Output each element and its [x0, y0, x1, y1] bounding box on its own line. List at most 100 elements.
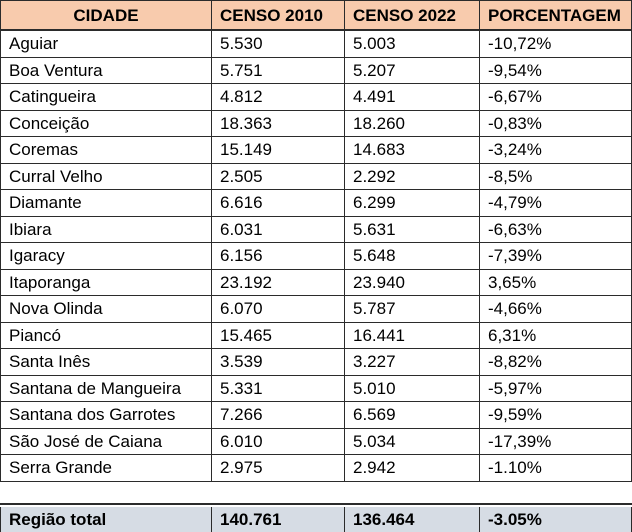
city-cell: Santana de Mangueira: [1, 375, 212, 401]
percent-cell: -9,59%: [488, 405, 542, 425]
censo-2022-cell: 5.787: [345, 296, 480, 322]
city-cell: Santa Inês: [1, 349, 212, 375]
percent-cell: -4,66%: [488, 299, 542, 319]
censo-2022-cell: 5.207: [345, 57, 480, 83]
table-row: Nova Olinda 6.070 5.787 -4,66%: [1, 296, 631, 323]
censo-2010-cell: 3.539: [212, 349, 345, 375]
censo-2010-cell: 4.812: [212, 84, 345, 110]
censo-2022-cell: 6.569: [345, 402, 480, 428]
percent-cell: -9,54%: [488, 60, 542, 80]
censo-2010-cell: 2.975: [212, 455, 345, 481]
censo-2022-cell: 2.292: [345, 163, 480, 189]
table-header-row: CIDADE CENSO 2010 CENSO 2022 PORCENTAGEM: [1, 1, 631, 31]
city-cell: Piancó: [1, 322, 212, 348]
censo-2010-cell: 2.505: [212, 163, 345, 189]
table-row: Ibiara 6.031 5.631 -6,63%: [1, 216, 631, 243]
percent-cell: -6,67%: [488, 87, 542, 107]
city-cell: Nova Olinda: [1, 296, 212, 322]
percent-cell: -17,39%: [488, 431, 552, 451]
table-row: Boa Ventura 5.751 5.207 -9,54%: [1, 57, 631, 84]
city-cell: Aguiar: [1, 31, 212, 57]
censo-2010-cell: 15.149: [212, 137, 345, 163]
censo-2022-cell: 5.003: [345, 31, 480, 57]
total-label-cell: Região total: [1, 506, 212, 532]
column-header-porcentagem: PORCENTAGEM: [488, 5, 621, 25]
censo-2022-cell: 5.631: [345, 216, 480, 242]
city-cell: Curral Velho: [1, 163, 212, 189]
table-row: Curral Velho 2.505 2.292 -8,5%: [1, 163, 631, 190]
censo-2010-cell: 5.530: [212, 31, 345, 57]
censo-2022-cell: 3.227: [345, 349, 480, 375]
table-row: Piancó 15.465 16.441 6,31%: [1, 322, 631, 349]
total-top-border: [0, 502, 632, 505]
city-cell: Coremas: [1, 137, 212, 163]
table-row: Santana de Mangueira 5.331 5.010 -5,97%: [1, 375, 631, 402]
column-header-censo-2022: CENSO 2022: [345, 1, 480, 29]
censo-2010-cell: 6.156: [212, 243, 345, 269]
table-body: Aguiar 5.530 5.003 -10,72% Boa Ventura 5.751 5…: [1, 31, 631, 482]
table-row: Igaracy 6.156 5.648 -7,39%: [1, 243, 631, 270]
censo-2010-cell: 23.192: [212, 269, 345, 295]
censo-2010-cell: 15.465: [212, 322, 345, 348]
censo-2010-cell: 6.031: [212, 216, 345, 242]
percent-cell: -8,5%: [488, 166, 533, 186]
table-row: São José de Caiana 6.010 5.034 -17,39%: [1, 428, 631, 455]
censo-2022-cell: 2.942: [345, 455, 480, 481]
total-percent-cell: -3.05%: [488, 509, 542, 529]
table-row: Conceição 18.363 18.260 -0,83%: [1, 110, 631, 137]
city-cell: São José de Caiana: [1, 428, 212, 454]
censo-2022-cell: 23.940: [345, 269, 480, 295]
censo-2022-cell: 16.441: [345, 322, 480, 348]
table-row: Catingueira 4.812 4.491 -6,67%: [1, 84, 631, 111]
censo-2022-cell: 4.491: [345, 84, 480, 110]
city-cell: Serra Grande: [1, 455, 212, 481]
city-cell: Santana dos Garrotes: [1, 402, 212, 428]
column-header-cidade: CIDADE: [1, 1, 212, 29]
table-row: Aguiar 5.530 5.003 -10,72%: [1, 31, 631, 58]
percent-cell: -0,83%: [488, 113, 542, 133]
city-cell: Boa Ventura: [1, 57, 212, 83]
censo-2022-cell: 14.683: [345, 137, 480, 163]
table-row: Coremas 15.149 14.683 -3,24%: [1, 137, 631, 164]
censo-2010-cell: 7.266: [212, 402, 345, 428]
total-censo-2022-cell: 136.464: [345, 506, 480, 532]
censo-2010-cell: 5.751: [212, 57, 345, 83]
total-top-gap: [0, 504, 632, 507]
total-row: Região total 140.761 136.464 -3.05%: [0, 506, 632, 532]
censo-2022-cell: 5.034: [345, 428, 480, 454]
table-row: Diamante 6.616 6.299 -4,79%: [1, 190, 631, 217]
table-row: Serra Grande 2.975 2.942 -1.10%: [1, 455, 631, 482]
city-cell: Ibiara: [1, 216, 212, 242]
censo-2022-cell: 6.299: [345, 190, 480, 216]
table-row: Itaporanga 23.192 23.940 3,65%: [1, 269, 631, 296]
percent-cell: 6,31%: [488, 325, 537, 345]
table-row: Santana dos Garrotes 7.266 6.569 -9,59%: [1, 402, 631, 429]
percent-cell: -7,39%: [488, 246, 542, 266]
percent-cell: -10,72%: [488, 34, 552, 54]
percent-cell: -4,79%: [488, 193, 542, 213]
total-censo-2010-cell: 140.761: [212, 506, 345, 532]
percent-cell: -5,97%: [488, 378, 542, 398]
city-cell: Igaracy: [1, 243, 212, 269]
percent-cell: -3,24%: [488, 140, 542, 160]
percent-cell: -6,63%: [488, 219, 542, 239]
censo-2010-cell: 18.363: [212, 110, 345, 136]
city-cell: Itaporanga: [1, 269, 212, 295]
percent-cell: -1.10%: [488, 458, 542, 478]
censo-2010-cell: 6.010: [212, 428, 345, 454]
percent-cell: -8,82%: [488, 352, 542, 372]
censo-2010-cell: 5.331: [212, 375, 345, 401]
percent-cell: 3,65%: [488, 272, 537, 292]
censo-2022-cell: 18.260: [345, 110, 480, 136]
censo-2010-cell: 6.616: [212, 190, 345, 216]
city-cell: Conceição: [1, 110, 212, 136]
empty-spacer-row: [0, 481, 632, 503]
column-header-censo-2010: CENSO 2010: [212, 1, 345, 29]
census-table: CIDADE CENSO 2010 CENSO 2022 PORCENTAGEM…: [0, 0, 632, 482]
censo-2022-cell: 5.648: [345, 243, 480, 269]
table-row: Santa Inês 3.539 3.227 -8,82%: [1, 349, 631, 376]
city-cell: Catingueira: [1, 84, 212, 110]
censo-2022-cell: 5.010: [345, 375, 480, 401]
censo-2010-cell: 6.070: [212, 296, 345, 322]
city-cell: Diamante: [1, 190, 212, 216]
